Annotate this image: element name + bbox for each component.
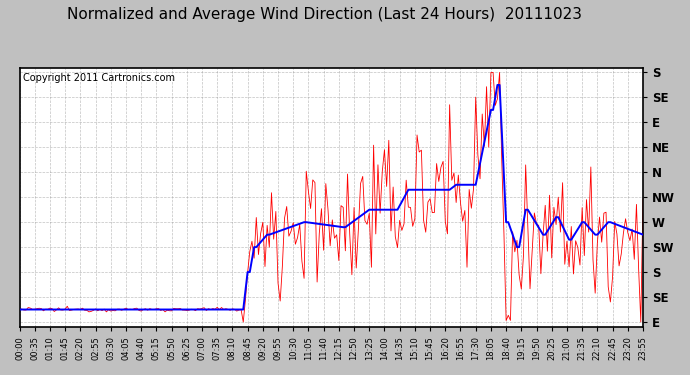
Text: Normalized and Average Wind Direction (Last 24 Hours)  20111023: Normalized and Average Wind Direction (L… [67, 8, 582, 22]
Text: Copyright 2011 Cartronics.com: Copyright 2011 Cartronics.com [23, 73, 175, 83]
